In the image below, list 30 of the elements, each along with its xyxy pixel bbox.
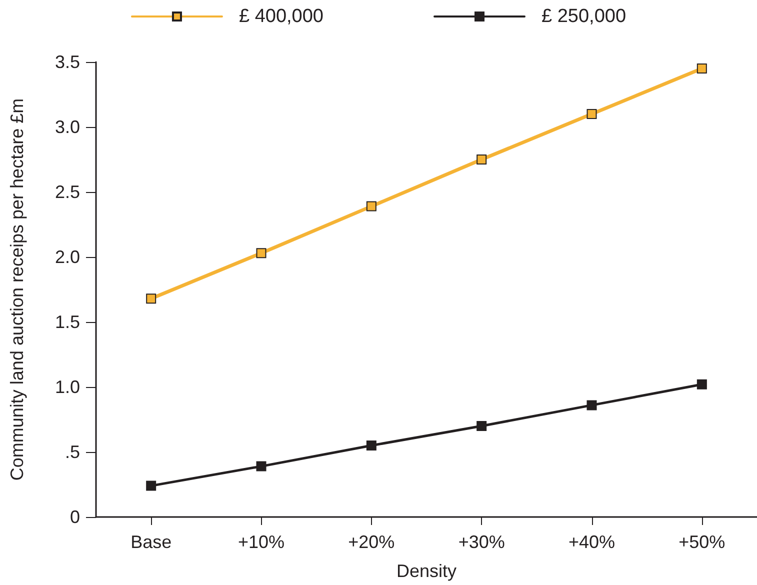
point: [696, 379, 707, 390]
point: [256, 461, 266, 472]
point: [586, 109, 597, 119]
point: [146, 294, 156, 304]
point: [366, 201, 376, 212]
point: [476, 421, 487, 431]
point: [366, 440, 376, 450]
y-tick-label: 0: [70, 507, 80, 527]
legend-label: £ 400,000: [238, 6, 324, 27]
y-tick-label: 3.0: [54, 117, 80, 137]
y-tick-label: .5: [64, 442, 80, 462]
x-tick-label: +30%: [458, 532, 505, 552]
x-tick-label: +40%: [568, 532, 616, 552]
point: [476, 154, 487, 164]
y-axis-title: Community land auction receips per hectare £m: [7, 98, 27, 481]
x-tick-label: Base: [130, 532, 172, 552]
y-tick-label: 1.5: [54, 312, 80, 332]
y-tick-label: 2.5: [54, 182, 80, 202]
x-tick-label: +50%: [678, 532, 726, 552]
x-tick-label: +20%: [348, 532, 395, 552]
point: [586, 400, 597, 410]
x-axis-title: Density: [396, 561, 457, 581]
point: [256, 248, 266, 258]
point: [146, 480, 156, 491]
point: [696, 64, 707, 74]
y-tick-label: 2.0: [54, 247, 80, 267]
y-tick-label: 1.0: [54, 377, 80, 397]
legend-label: £ 250,000: [542, 6, 626, 27]
y-tick-label: 3.5: [54, 52, 80, 72]
x-tick-label: +10%: [238, 532, 285, 552]
